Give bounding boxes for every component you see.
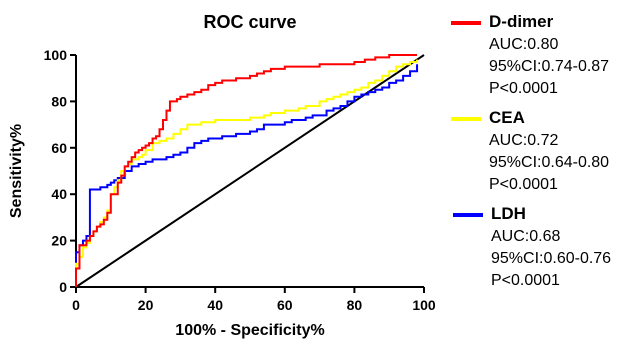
series-line-d-dimer	[75, 54, 418, 287]
x-tick-label: 40	[207, 297, 223, 313]
y-tick-label: 100	[44, 47, 68, 63]
x-axis-ticks: 0 20 40 60 80 100	[72, 287, 436, 313]
x-tick-label: 80	[347, 297, 363, 313]
y-tick-label: 20	[51, 233, 67, 249]
x-tick-label: 100	[412, 297, 436, 313]
series-line-ldh	[75, 64, 419, 287]
y-axis-ticks: 0 20 40 60 80 100	[44, 47, 76, 295]
x-tick-label: 0	[72, 297, 80, 313]
y-tick-label: 40	[51, 186, 67, 202]
series-lines	[75, 54, 419, 287]
y-tick-label: 80	[51, 93, 67, 109]
x-tick-label: 60	[277, 297, 293, 313]
chart-title: ROC curve	[203, 12, 296, 32]
y-axis-title: Sensitivity%	[8, 124, 25, 218]
plot-area: 0 20 40 60 80 100 0 20 40 60 80 100	[44, 47, 436, 313]
x-tick-label: 20	[138, 297, 154, 313]
y-tick-label: 60	[51, 140, 67, 156]
y-tick-label: 0	[59, 279, 67, 295]
x-axis-title: 100% - Specificity%	[175, 322, 324, 339]
